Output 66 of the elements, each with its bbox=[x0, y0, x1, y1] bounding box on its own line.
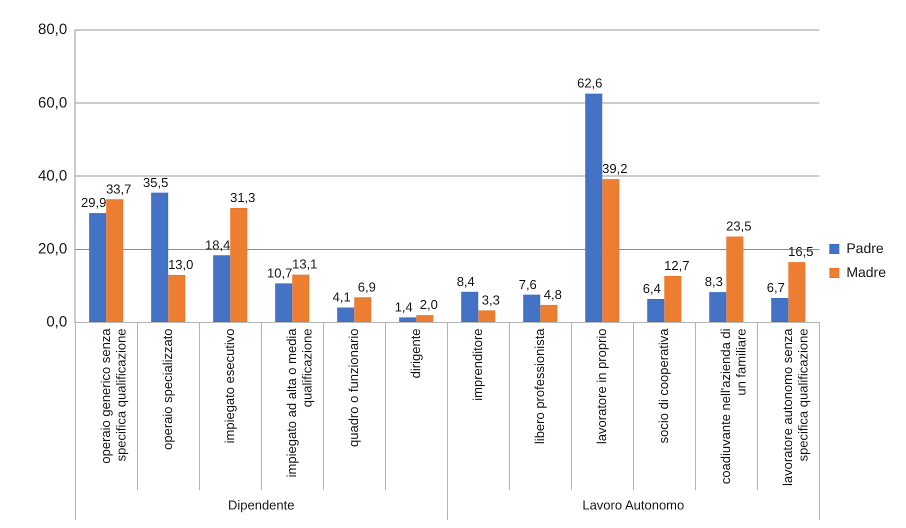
data-label: 35,5 bbox=[143, 174, 168, 190]
data-label: 8,4 bbox=[456, 274, 475, 289]
x-tick-label: lavoratore in proprio bbox=[594, 328, 609, 444]
bar bbox=[664, 276, 682, 322]
data-label: 8,3 bbox=[704, 274, 723, 290]
bar bbox=[275, 283, 292, 322]
bar bbox=[230, 208, 248, 322]
text: Lavoro Autonomo bbox=[582, 498, 684, 513]
x-tick-label: impiegato esecutivo bbox=[222, 328, 237, 444]
bar bbox=[602, 179, 620, 322]
bar bbox=[106, 199, 124, 322]
data-label: 12,7 bbox=[664, 258, 690, 274]
data-label: 62,6 bbox=[577, 76, 602, 91]
x-tick-label: dirigente bbox=[408, 328, 423, 378]
data-label: 23,5 bbox=[726, 218, 752, 234]
data-label: 16,5 bbox=[788, 244, 814, 260]
data-label: 10,7 bbox=[267, 265, 292, 280]
bar bbox=[540, 304, 558, 322]
data-label: 13,1 bbox=[292, 256, 318, 272]
x-tick-label: socio di cooperativa bbox=[656, 328, 671, 444]
bar bbox=[89, 213, 106, 322]
bar bbox=[168, 274, 186, 322]
text: Dipendente bbox=[228, 498, 294, 513]
bar bbox=[709, 292, 726, 322]
data-label: 29,9 bbox=[81, 195, 106, 210]
bar bbox=[151, 192, 168, 322]
bar bbox=[213, 255, 230, 322]
legend-label: Padre bbox=[846, 240, 884, 256]
y-tick-label: 20,0 bbox=[38, 240, 68, 258]
y-tick-label: 0,0 bbox=[46, 314, 68, 331]
x-tick-label: quadro o funzionario bbox=[346, 328, 361, 447]
data-label: 1,4 bbox=[394, 299, 413, 314]
data-label: 33,7 bbox=[106, 181, 132, 196]
bar bbox=[461, 292, 478, 322]
bar bbox=[478, 310, 496, 322]
data-label: 4,8 bbox=[544, 286, 562, 302]
x-tick-label: libero professionista bbox=[532, 328, 547, 444]
data-label: 6,4 bbox=[642, 281, 661, 296]
data-label: 2,0 bbox=[420, 297, 438, 312]
bar bbox=[647, 299, 664, 322]
data-label: 18,4 bbox=[205, 237, 230, 252]
data-label: 6,7 bbox=[766, 280, 785, 296]
bar bbox=[354, 297, 372, 322]
bar bbox=[788, 262, 806, 322]
data-label: 6,9 bbox=[358, 279, 376, 294]
bar bbox=[399, 317, 416, 322]
y-tick-label: 80,0 bbox=[38, 21, 68, 38]
bar bbox=[523, 294, 540, 322]
data-label: 39,2 bbox=[602, 161, 628, 176]
y-tick-label: 60,0 bbox=[38, 94, 68, 112]
x-tick-label: imprenditore bbox=[470, 328, 485, 401]
bar bbox=[416, 315, 434, 322]
data-label: 13,0 bbox=[168, 257, 194, 272]
x-tick-label: operaio generico senza specifica qualificazione bbox=[98, 328, 128, 464]
data-label: 4,1 bbox=[332, 290, 351, 305]
y-tick-label: 40,0 bbox=[38, 167, 68, 184]
x-tick-label: operaio specializzato bbox=[160, 328, 175, 450]
bar bbox=[585, 94, 602, 322]
data-label: 31,3 bbox=[230, 190, 256, 206]
bar bbox=[726, 236, 744, 322]
data-label: 7,6 bbox=[518, 276, 537, 292]
bar bbox=[771, 298, 788, 322]
data-label: 3,3 bbox=[482, 292, 500, 308]
bar bbox=[337, 307, 354, 322]
legend-label: Madre bbox=[846, 264, 886, 280]
bar bbox=[292, 274, 310, 322]
